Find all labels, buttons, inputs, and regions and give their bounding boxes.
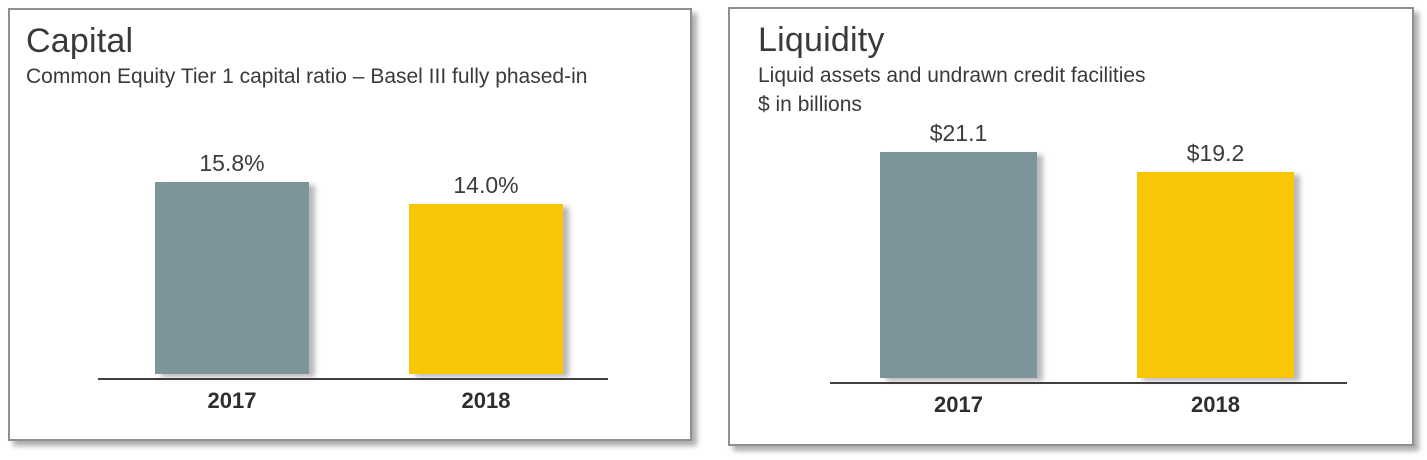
capital-value-label-2018: 14.0%: [453, 172, 519, 198]
capital-title: Capital: [26, 22, 134, 60]
capital-bar-chart: 15.8% 14.0% 2017 2018: [10, 10, 690, 439]
capital-value-label-2017: 15.8%: [199, 150, 265, 176]
liquidity-subtitle: Liquid assets and undrawn credit facilit…: [758, 64, 1146, 87]
capital-header: Capital Common Equity Tier 1 capital rat…: [26, 20, 676, 91]
liquidity-bar-column-2017: $21.1: [880, 120, 1037, 378]
capital-category-label-2017: 2017: [207, 388, 257, 413]
liquidity-panel: Liquidity Liquid assets and undrawn cred…: [728, 7, 1414, 446]
liquidity-header: Liquidity Liquid assets and undrawn cred…: [758, 19, 1398, 119]
capital-panel: Capital Common Equity Tier 1 capital rat…: [8, 8, 692, 441]
liquidity-value-label-2017: $21.1: [929, 120, 988, 146]
liquidity-category-label-2018: 2018: [1191, 392, 1240, 417]
liquidity-category-label-2017: 2017: [934, 392, 983, 417]
liquidity-bar-column-2018: $19.2: [1137, 140, 1294, 378]
liquidity-subtitle-2: $ in billions: [758, 93, 862, 116]
capital-bar-2018: [409, 204, 563, 374]
liquidity-x-axis-line: [830, 382, 1347, 384]
liquidity-bar-chart: $21.1 $19.2 2017 2018: [730, 9, 1412, 444]
liquidity-bar-2018: [1137, 172, 1294, 378]
capital-subtitle: Common Equity Tier 1 capital ratio – Bas…: [26, 65, 588, 88]
liquidity-value-label-2018: $19.2: [1186, 140, 1245, 166]
liquidity-bar-2017: [880, 152, 1037, 378]
capital-bar-2017: [155, 182, 309, 374]
liquidity-title: Liquidity: [758, 21, 885, 59]
capital-bar-column-2018: 14.0%: [409, 172, 563, 374]
capital-category-label-2018: 2018: [461, 388, 511, 413]
capital-x-axis-line: [98, 378, 608, 380]
capital-bar-column-2017: 15.8%: [155, 150, 309, 374]
